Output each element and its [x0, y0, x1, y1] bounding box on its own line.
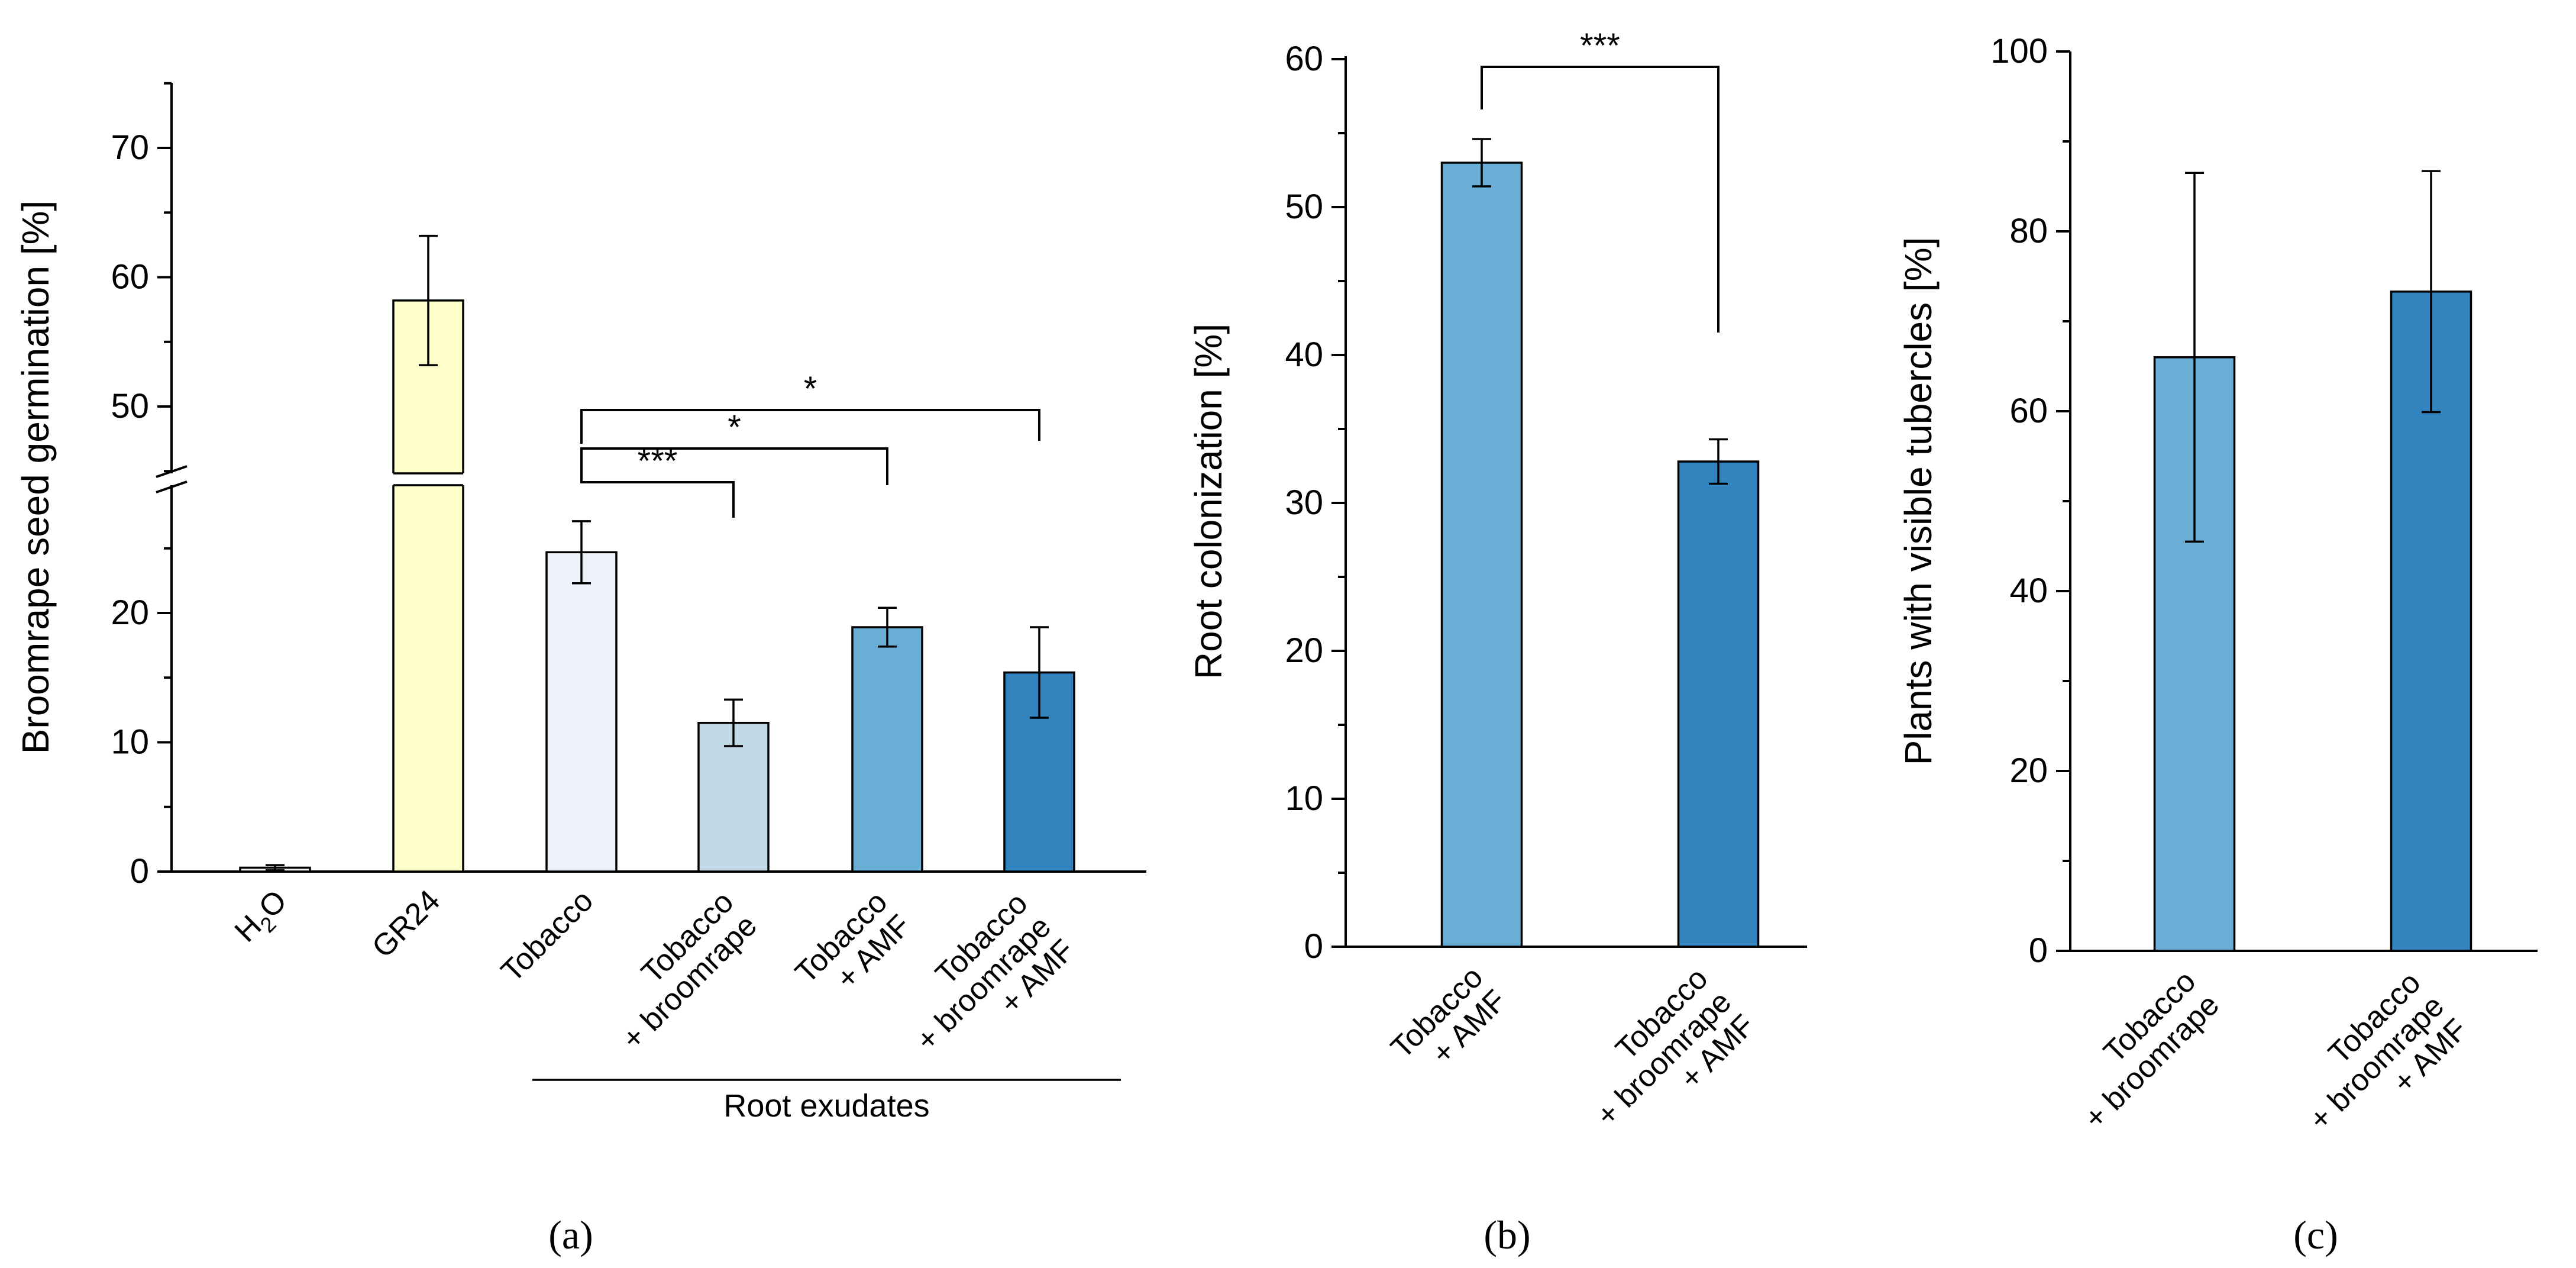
- y-axis-label: Plants with visible tubercles [%]: [1897, 237, 1940, 766]
- panel-a-label: (a): [548, 1212, 593, 1257]
- axis-break-mark: [156, 480, 188, 493]
- bar-tobacco-broomrape: [697, 721, 770, 873]
- y-tick-label: 80: [2009, 212, 2048, 250]
- x-tick-label-tobacco-amf: Tobacco+ AMF: [1384, 960, 1513, 1089]
- axis-break-mark: [156, 465, 188, 478]
- y-tick-label: 0: [1304, 927, 1323, 966]
- significance-label: ***: [1580, 27, 1620, 65]
- bar-tobacco: [545, 551, 618, 873]
- y-tick-label: 40: [1285, 335, 1323, 374]
- significance-bracket: [580, 447, 888, 485]
- panel-a-germination-chart: 0 10 20 50 60 70 Broomrape seed germination [%…: [14, 82, 1146, 1124]
- y-tick-label: 50: [111, 387, 149, 425]
- x-tick-label-tobacco-amf: Tobacco+ AMF: [788, 885, 917, 1014]
- significance-bracket: [580, 409, 1040, 444]
- bar-gr24: [392, 299, 464, 873]
- y-tick-label: 60: [2009, 392, 2048, 430]
- y-tick-label: 70: [111, 128, 149, 167]
- bar-tobacco-amf: [851, 626, 923, 873]
- group-label: Root exudates: [723, 1088, 929, 1124]
- bar-tobacco-broomrape-amf: [1677, 460, 1760, 948]
- x-tick-label-h2o: H2O: [228, 883, 298, 953]
- y-tick-label: 10: [111, 723, 149, 762]
- significance-bracket: [1481, 66, 1720, 333]
- significance-label: *: [804, 370, 817, 408]
- y-tick-label: 50: [1285, 188, 1323, 226]
- panel-b-label: (b): [1483, 1212, 1530, 1257]
- y-tick-label: 30: [1285, 483, 1323, 522]
- y-tick-label: 60: [111, 258, 149, 296]
- y-tick-label: 0: [2029, 931, 2048, 970]
- axis-break-gap: [154, 473, 466, 485]
- x-tick-label-tobacco-broomrape: Tobacco+ broomrape: [592, 885, 764, 1056]
- x-tick-label-tobacco-broomrape-amf: Tobacco+ broomrape+ AMF: [1566, 962, 1761, 1157]
- significance-bracket: [580, 473, 735, 518]
- significance-label: *: [728, 408, 741, 447]
- x-tick-label-tobacco-broomrape-amf: Tobacco+ broomrape+ AMF: [2279, 966, 2474, 1161]
- y-tick-label: 60: [1285, 40, 1323, 78]
- x-tick-label-gr24: GR24: [366, 883, 447, 964]
- y-tick-label: 40: [2009, 572, 2048, 610]
- y-axis-label: Root colonization [%]: [1187, 324, 1230, 679]
- y-tick-label: 20: [1285, 631, 1323, 670]
- x-tick-label-tobacco-broomrape: Tobacco+ broomrape: [2054, 964, 2226, 1135]
- y-tick-label: 10: [1285, 779, 1323, 818]
- panel-c-tubercles-chart: 0 20 40 60 80 100 Plants with visible tubercle…: [1897, 32, 2538, 1161]
- y-tick-label: 20: [111, 593, 149, 632]
- y-tick-label: 100: [1990, 32, 2048, 70]
- y-tick-label: 0: [130, 852, 149, 890]
- x-tick-label-tobacco: Tobacco: [494, 883, 600, 989]
- bar-tobacco-amf: [1440, 162, 1523, 948]
- y-axis-label: Broomrape seed germination [%]: [14, 201, 57, 754]
- panel-c-label: (c): [2293, 1212, 2338, 1257]
- panel-b-root-colonization-chart: 0 10 20 30 40 50 60 Root colonization [%] Tobacc…: [1187, 27, 1807, 1157]
- x-tick-label-tobacco-broomrape-amf: Tobacco+ broomrape+ AMF: [886, 886, 1081, 1082]
- y-tick-label: 20: [2009, 751, 2048, 790]
